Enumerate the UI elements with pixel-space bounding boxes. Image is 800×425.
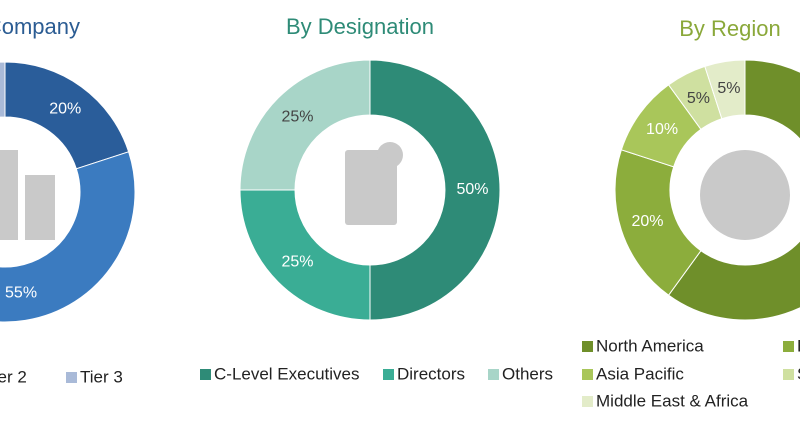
legend-swatch [488,369,499,380]
donut-slice [239,59,371,191]
donut-slice [667,59,800,321]
chart-title: By Company [0,14,80,39]
legend-swatch [582,396,593,407]
donut-slice [0,61,6,118]
value-label: 5% [717,80,740,97]
legend-swatch [783,369,794,380]
legend-label: Tier 3 [80,367,123,386]
value-label: 25% [282,109,314,126]
chart-title: By Designation [286,14,434,39]
legend-label: Middle East & Africa [596,391,749,410]
legend-swatch [200,369,211,380]
legend-label: Tier 2 [0,367,27,386]
value-label: 25% [282,254,314,271]
charts: By Company 20% 55% Tier 2 Tier 3 By Designati… [0,14,800,410]
legend-label: South America [797,364,800,383]
legend-swatch [66,372,77,383]
legend-swatch [582,369,593,380]
legend-swatch [582,341,593,352]
donut-slice [369,59,501,321]
document-icon [345,150,397,225]
chart-title: By Region [679,16,781,41]
value-label: 50% [456,181,488,198]
legend-label: North America [596,336,704,355]
value-label: 20% [632,213,664,230]
donut-slice [704,59,746,120]
legend-label: Others [502,364,553,383]
globe-icon [700,150,790,240]
value-label: 20% [49,100,81,117]
building-icon [0,150,18,240]
badge-icon [377,142,403,168]
legend-swatch [783,341,794,352]
legend-label: C-Level Executives [214,364,360,383]
value-label: 5% [687,90,710,107]
legend-label: Europe [797,336,800,355]
value-label: 10% [646,121,678,138]
building-icon [25,175,55,240]
legend-label: Asia Pacific [596,364,684,383]
legend-label: Directors [397,364,465,383]
donut-slice [0,151,136,323]
icons [0,142,790,240]
value-label: 55% [5,284,37,301]
legend-swatch [383,369,394,380]
donut-slice [239,189,371,321]
